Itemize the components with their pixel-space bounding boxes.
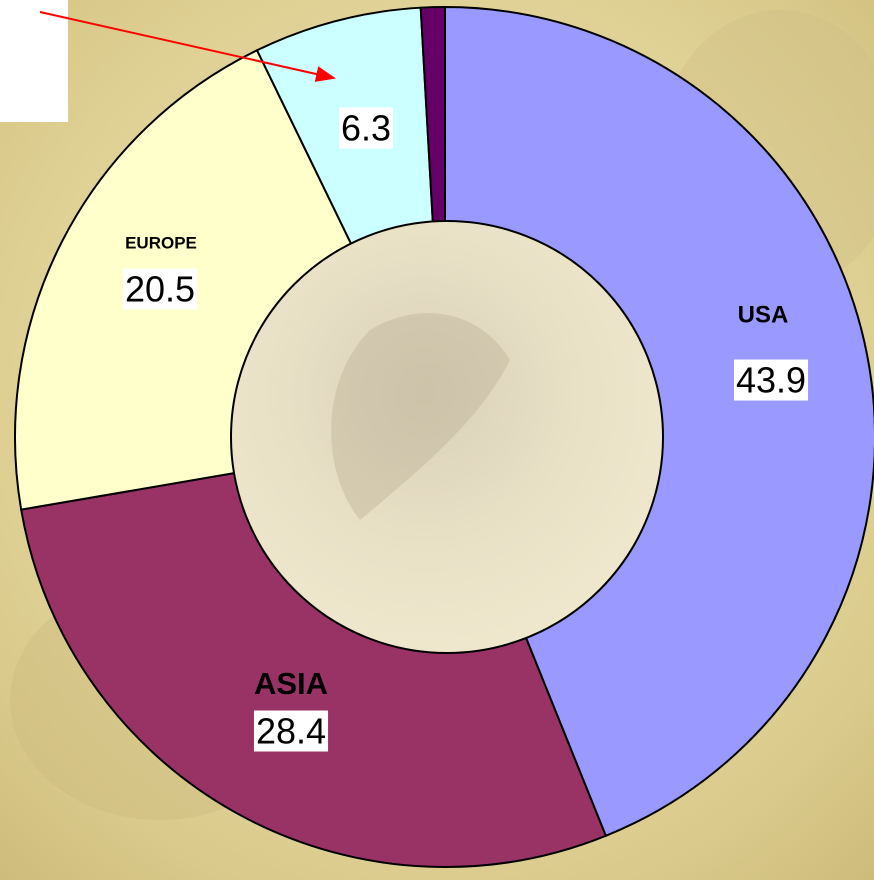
value-label: 43.9 — [736, 360, 806, 401]
value-label-bg — [338, 107, 394, 149]
value-label: 20.5 — [125, 269, 195, 310]
donut-hole — [230, 220, 664, 654]
hole-shade — [331, 313, 510, 520]
value-label-bg — [253, 710, 329, 752]
value-label-bg — [122, 268, 198, 310]
value-label: 28.4 — [256, 711, 326, 752]
slice-name: ASIA — [254, 666, 328, 701]
callout-box — [0, 0, 68, 122]
callout-arrow — [39, 11, 336, 82]
slice-name: EUROPE — [125, 233, 197, 252]
value-label-bg — [733, 359, 809, 401]
labels: USA 43.9 ASIA 28.4 EUROPE 20.5 6.3 — [122, 107, 809, 752]
slice-name: USA — [738, 301, 789, 328]
value-label: 6.3 — [341, 108, 391, 149]
